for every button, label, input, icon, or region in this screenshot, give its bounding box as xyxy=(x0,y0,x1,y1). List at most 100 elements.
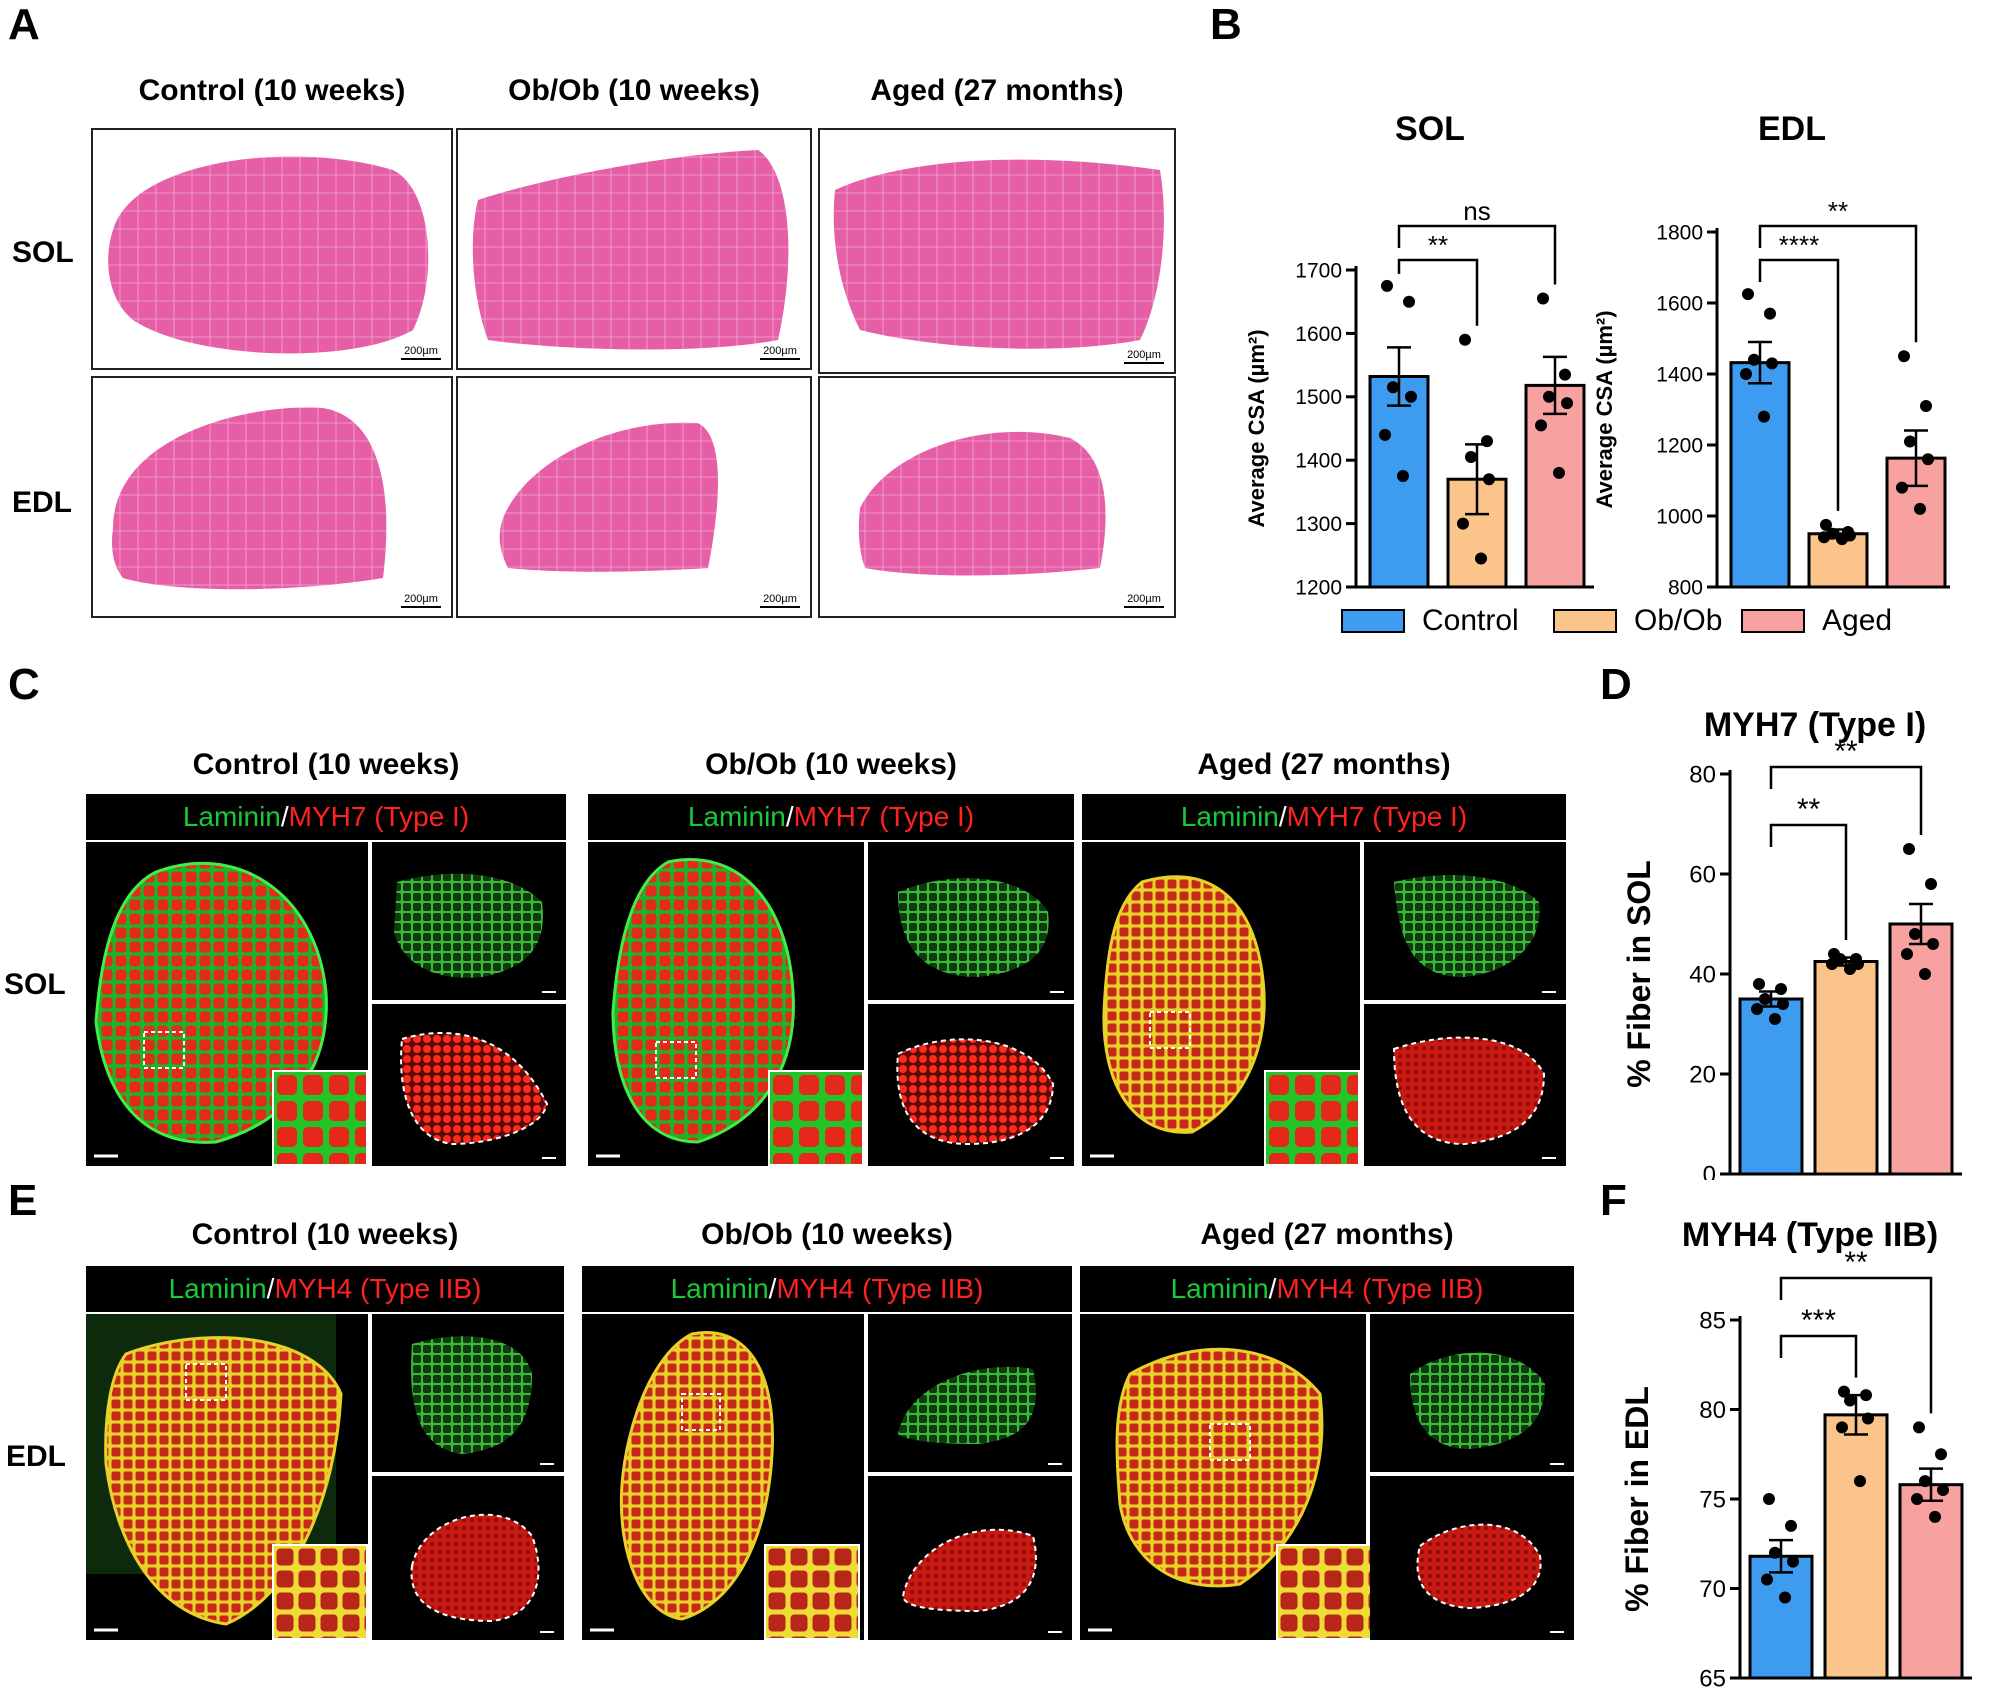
data-point xyxy=(1785,1519,1797,1532)
if-myh-image xyxy=(372,1004,566,1166)
y-tick-label: 1600 xyxy=(1295,323,1342,346)
chart-title: EDL xyxy=(1758,110,1826,148)
y-tick-label: 0 xyxy=(1703,1161,1716,1180)
y-tick-label: 20 xyxy=(1689,1061,1716,1088)
significance-label: ** xyxy=(1797,793,1821,826)
data-point xyxy=(1919,1475,1931,1488)
data-point xyxy=(1553,466,1565,479)
bar-control xyxy=(1729,361,1791,589)
data-point xyxy=(1920,399,1932,412)
data-point xyxy=(1925,878,1937,890)
stain-header: Laminin/MYH7 (Type I) xyxy=(86,794,566,840)
if-myh-image xyxy=(868,1004,1074,1166)
if-zoom-inset xyxy=(764,1544,860,1640)
data-point xyxy=(1758,410,1770,423)
y-tick-label: 1000 xyxy=(1656,505,1703,528)
bar-control xyxy=(1738,997,1804,1176)
if-merged-image xyxy=(1080,1314,1366,1640)
significance-label: ns xyxy=(1463,196,1490,226)
y-axis-label: % Fiber in SOL xyxy=(1621,860,1657,1088)
y-tick-label: 1400 xyxy=(1295,450,1342,473)
y-tick-label: 1600 xyxy=(1656,292,1703,315)
if-laminin-image xyxy=(1370,1314,1574,1472)
y-tick-label: 800 xyxy=(1668,576,1703,599)
data-point xyxy=(1381,279,1393,292)
chart-title: SOL xyxy=(1395,110,1465,148)
y-tick-label: 40 xyxy=(1689,961,1716,988)
significance-label: *** xyxy=(1801,1304,1836,1337)
col-title-aged-a: Aged (27 months) xyxy=(870,74,1124,107)
legend-swatch xyxy=(1553,609,1617,633)
panel-letter-e: E xyxy=(8,1176,38,1225)
if-merged-image xyxy=(86,1314,368,1640)
if-zoom-inset xyxy=(272,1544,368,1640)
significance-bracket xyxy=(1397,258,1479,326)
data-point xyxy=(1896,481,1908,494)
if-myh-image xyxy=(1370,1476,1574,1640)
data-point xyxy=(1927,938,1939,950)
if-laminin-image xyxy=(1364,842,1566,1000)
y-tick-label: 1200 xyxy=(1656,434,1703,457)
stain-header: Laminin/MYH7 (Type I) xyxy=(588,794,1074,840)
if-block-sol-obob: Laminin/MYH7 (Type I) xyxy=(588,794,1074,1166)
he-image-edl-control: 200µm xyxy=(91,376,453,618)
significance-label: ** xyxy=(1828,196,1848,226)
if-zoom-inset xyxy=(272,1070,368,1166)
legend-swatch xyxy=(1741,609,1805,633)
data-point xyxy=(1769,1013,1781,1025)
data-point xyxy=(1535,419,1547,432)
bar-aged xyxy=(1888,922,1954,1176)
y-tick-label: 1800 xyxy=(1656,221,1703,244)
scalebar: 200µm xyxy=(401,345,441,360)
data-point xyxy=(1379,428,1391,441)
legend-label: Control xyxy=(1422,604,1519,637)
col-title-obob-a: Ob/Ob (10 weeks) xyxy=(508,74,760,107)
y-tick-label: 1400 xyxy=(1656,363,1703,386)
significance-bracket xyxy=(1758,224,1918,343)
data-point xyxy=(1919,968,1931,980)
data-point xyxy=(1844,963,1856,975)
row-label-sol-a: SOL xyxy=(12,236,74,269)
scalebar: 200µm xyxy=(760,593,800,608)
data-point xyxy=(1911,1493,1923,1505)
he-image-sol-aged: 200µm xyxy=(818,128,1176,374)
data-point xyxy=(1742,288,1754,301)
significance-bracket xyxy=(1397,224,1557,285)
data-point xyxy=(1935,1448,1947,1461)
chart-edl-csa: EDL Average CSA (µm²) 800 1000 1200 1400 1600 1… xyxy=(1592,110,1950,599)
bar-control xyxy=(1368,375,1430,589)
data-point xyxy=(1769,1546,1781,1559)
he-image-sol-obob: 200µm xyxy=(456,128,812,370)
col-title-obob-e: Ob/Ob (10 weeks) xyxy=(701,1218,953,1251)
legend-swatch xyxy=(1341,609,1405,633)
data-point xyxy=(1748,353,1760,366)
y-axis-label: Average CSA (µm²) xyxy=(1244,329,1269,527)
data-point xyxy=(1766,357,1778,370)
data-point xyxy=(1740,368,1752,380)
data-point xyxy=(1759,993,1771,1005)
data-point xyxy=(1751,1003,1763,1015)
y-tick-label: 1500 xyxy=(1295,386,1342,409)
data-point xyxy=(1862,1412,1874,1425)
significance-bracket xyxy=(1779,1334,1858,1378)
bar-aged xyxy=(1524,383,1586,589)
if-block-sol-aged: Laminin/MYH7 (Type I) xyxy=(1082,794,1566,1166)
data-point xyxy=(1481,435,1493,448)
data-point xyxy=(1836,533,1848,546)
data-point xyxy=(1904,435,1916,448)
panel-d-chart: MYH7 (Type I) % Fiber in SOL 0 20 40 60 80 ** ** xyxy=(1621,706,1962,1180)
data-point xyxy=(1764,307,1776,320)
data-point xyxy=(1898,350,1910,363)
data-point xyxy=(1826,958,1838,970)
chart-title: MYH4 (Type IIB) xyxy=(1682,1216,1938,1254)
y-tick-label: 1300 xyxy=(1295,513,1342,536)
y-axis-label: % Fiber in EDL xyxy=(1619,1386,1655,1612)
if-block-sol-control: Laminin/MYH7 (Type I) xyxy=(86,794,566,1166)
if-laminin-image xyxy=(868,1314,1072,1472)
col-title-control-c: Control (10 weeks) xyxy=(192,748,460,781)
significance-bracket xyxy=(1758,258,1840,511)
he-image-sol-control: 200µm xyxy=(91,128,453,370)
stain-header: Laminin/MYH7 (Type I) xyxy=(1082,794,1566,840)
legend-label: Ob/Ob xyxy=(1634,604,1722,637)
if-myh-image xyxy=(868,1476,1072,1640)
